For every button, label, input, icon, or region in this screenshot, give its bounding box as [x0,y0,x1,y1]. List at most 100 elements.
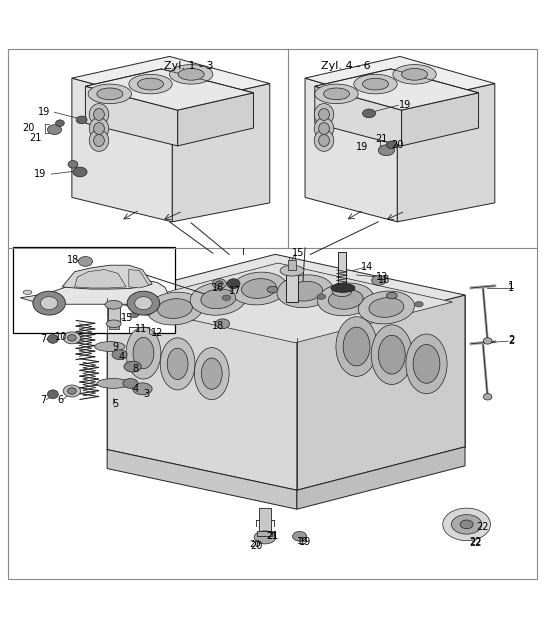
Text: 8: 8 [133,364,139,374]
Ellipse shape [393,65,436,84]
Ellipse shape [241,279,276,298]
Text: 19: 19 [34,169,46,179]
Text: 10: 10 [55,332,67,342]
Ellipse shape [358,291,415,324]
Text: 4: 4 [133,384,139,394]
Text: 11: 11 [135,324,147,334]
Ellipse shape [124,361,141,372]
Text: 12: 12 [152,328,164,338]
Ellipse shape [280,265,304,276]
Bar [108,305,119,324]
Text: 21: 21 [266,531,278,541]
Polygon shape [178,93,253,146]
Ellipse shape [402,68,428,80]
Ellipse shape [147,292,203,325]
Ellipse shape [94,109,104,121]
Polygon shape [305,57,495,106]
Ellipse shape [267,286,278,293]
Text: 3: 3 [144,389,150,399]
Polygon shape [75,269,126,288]
Text: 2: 2 [508,335,514,345]
Text: 18: 18 [67,255,79,265]
Ellipse shape [332,286,352,296]
Ellipse shape [483,394,492,400]
Ellipse shape [33,291,65,315]
Ellipse shape [460,520,473,529]
Ellipse shape [56,120,64,126]
Text: 17: 17 [229,286,242,296]
Ellipse shape [315,84,358,104]
Text: 15: 15 [121,313,134,323]
Ellipse shape [343,327,370,366]
Ellipse shape [254,531,276,544]
Text: 21: 21 [29,133,41,143]
Ellipse shape [354,74,397,94]
Text: 19: 19 [399,100,411,111]
Polygon shape [72,57,270,106]
Ellipse shape [386,292,397,299]
Ellipse shape [88,84,131,104]
Ellipse shape [89,129,109,151]
Ellipse shape [112,350,127,360]
Polygon shape [120,263,452,343]
Ellipse shape [413,345,440,383]
Ellipse shape [331,284,355,292]
Ellipse shape [133,337,154,369]
Ellipse shape [415,301,423,307]
Text: 20: 20 [250,541,261,550]
Ellipse shape [73,167,87,177]
Ellipse shape [216,319,229,328]
Polygon shape [129,269,149,288]
Ellipse shape [135,296,152,310]
Polygon shape [86,86,178,146]
Polygon shape [402,93,479,146]
Polygon shape [297,447,465,509]
Ellipse shape [106,320,121,328]
Text: 6: 6 [57,394,63,404]
Ellipse shape [47,125,62,134]
Ellipse shape [68,335,76,341]
Text: 1: 1 [508,283,514,293]
Ellipse shape [94,122,104,134]
Ellipse shape [288,281,323,301]
Ellipse shape [94,134,104,146]
Polygon shape [315,69,479,110]
Polygon shape [315,86,402,146]
Ellipse shape [231,272,287,305]
Ellipse shape [324,88,349,100]
Ellipse shape [63,385,81,397]
Ellipse shape [97,379,129,388]
Bar [337,252,346,291]
Polygon shape [62,265,152,289]
Ellipse shape [328,290,363,309]
Text: 19: 19 [38,107,50,117]
Bar [286,271,298,302]
Ellipse shape [201,289,236,308]
Polygon shape [305,78,397,222]
Ellipse shape [97,88,123,100]
Bar [109,323,118,329]
Text: 19: 19 [296,537,308,546]
Ellipse shape [372,276,386,285]
Ellipse shape [127,291,160,315]
Ellipse shape [130,312,138,318]
Text: 20: 20 [22,123,35,133]
Ellipse shape [23,290,32,295]
Bar [288,260,296,269]
Ellipse shape [78,256,93,266]
Text: 22: 22 [469,538,482,548]
Ellipse shape [362,78,389,90]
Ellipse shape [406,334,447,394]
Ellipse shape [314,129,334,151]
Text: 14: 14 [361,263,373,273]
Text: 18: 18 [212,321,225,331]
Ellipse shape [129,74,172,94]
Text: 16: 16 [212,283,225,293]
Bar [13,247,175,333]
Ellipse shape [378,145,395,156]
Polygon shape [172,84,270,222]
Ellipse shape [318,283,374,316]
Ellipse shape [63,332,81,344]
Ellipse shape [40,296,58,310]
Ellipse shape [378,335,405,374]
